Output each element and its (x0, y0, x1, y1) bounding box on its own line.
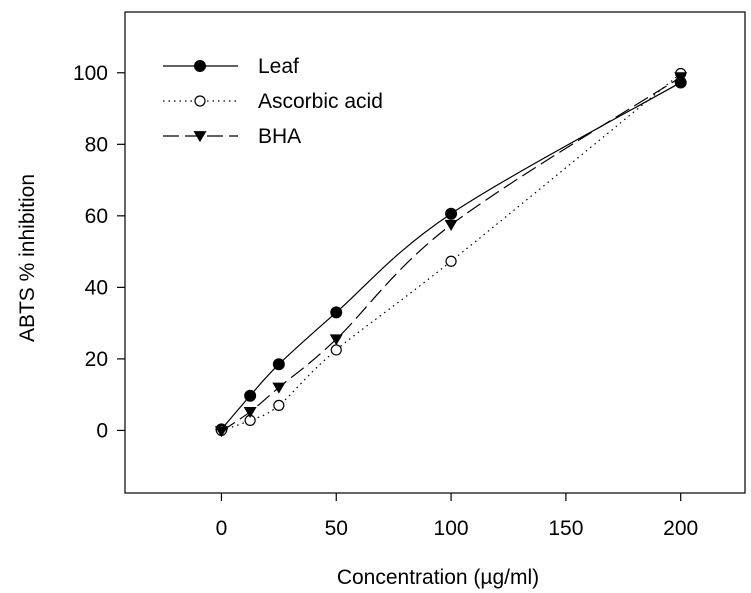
y-tick-label: 20 (85, 348, 108, 371)
data-point (243, 406, 257, 418)
legend-label: BHA (258, 125, 301, 148)
legend-item: Ascorbic acid (163, 90, 383, 113)
legend: Leaf Ascorbic acid BHA (163, 55, 383, 148)
data-point (273, 399, 285, 411)
legend-item: Leaf (163, 55, 299, 78)
legend-marker (194, 95, 206, 107)
data-point (445, 207, 458, 220)
legend-label: Ascorbic acid (258, 90, 383, 113)
series-ascorbic-acid (215, 67, 687, 437)
legend-marker (194, 60, 206, 72)
data-point (214, 426, 228, 438)
axes: 0 50 100 150 200 0 20 40 60 80 100 (73, 11, 746, 540)
plot-frame (124, 11, 746, 494)
series-bha (214, 72, 688, 438)
y-tick-label: 80 (85, 133, 108, 156)
data-point (674, 72, 688, 84)
data-point (330, 344, 342, 356)
y-axis-label: ABTS % inhibition (16, 174, 39, 342)
data-point (329, 334, 343, 346)
data-point (244, 389, 257, 402)
y-tick-label: 0 (96, 419, 108, 442)
series-layer (214, 67, 688, 438)
y-tick-label: 100 (73, 62, 108, 85)
y-tick-label: 60 (85, 205, 108, 228)
x-axis-label: Concentration (µg/ml) (337, 566, 539, 589)
legend-item: BHA (163, 125, 301, 148)
data-point (272, 382, 286, 394)
data-point (330, 306, 343, 319)
data-point (272, 358, 285, 371)
legend-marker (193, 131, 207, 143)
x-tick-label: 50 (325, 517, 348, 540)
x-tick-label: 150 (548, 517, 583, 540)
legend-label: Leaf (258, 55, 299, 78)
x-tick-label: 0 (216, 517, 228, 540)
x-tick-label: 100 (434, 517, 469, 540)
x-tick-label: 200 (663, 517, 698, 540)
data-point (444, 219, 458, 231)
data-point (445, 255, 457, 267)
y-tick-label: 40 (85, 276, 108, 299)
